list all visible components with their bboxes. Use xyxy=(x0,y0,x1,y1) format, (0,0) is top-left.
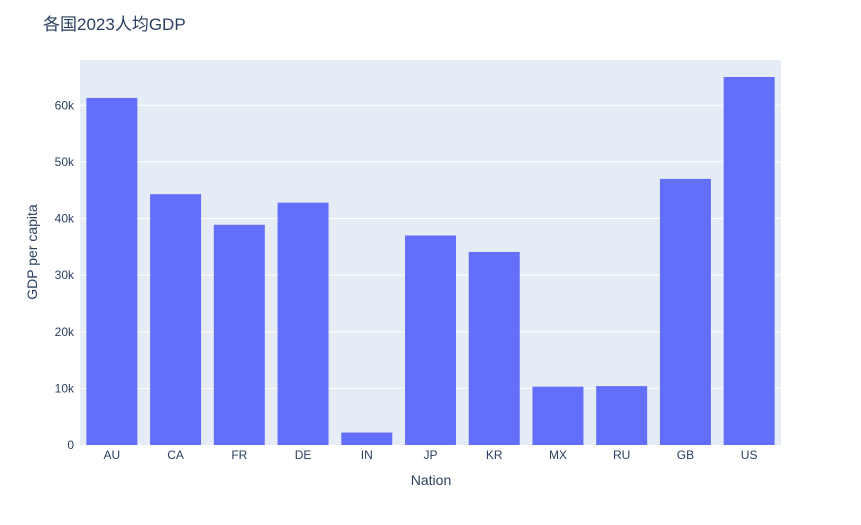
y-axis-title: GDP per capita xyxy=(24,204,40,300)
bars xyxy=(86,76,775,445)
y-tick-label: 10k xyxy=(55,381,75,395)
y-tick-label: 60k xyxy=(55,98,75,112)
bar-ru[interactable] xyxy=(596,386,648,445)
x-tick-label: CA xyxy=(167,448,184,462)
bar-in[interactable] xyxy=(341,432,393,445)
x-axis-ticks: AU CA FR DE IN JP KR MX RU GB US xyxy=(104,448,758,462)
bar-fr[interactable] xyxy=(213,224,265,445)
bar-kr[interactable] xyxy=(468,251,520,445)
bar-jp[interactable] xyxy=(405,235,456,445)
x-tick-label: KR xyxy=(486,448,503,462)
y-tick-label: 30k xyxy=(55,268,75,282)
bar-mx[interactable] xyxy=(532,386,584,445)
chart-title: 各国2023人均GDP xyxy=(43,15,186,34)
bar-de[interactable] xyxy=(277,202,329,445)
x-tick-label: JP xyxy=(423,448,437,462)
bar-ca[interactable] xyxy=(150,194,202,445)
bar-au[interactable] xyxy=(86,97,138,445)
x-tick-label: IN xyxy=(361,448,373,462)
x-axis-title: Nation xyxy=(411,472,451,488)
bar-gb[interactable] xyxy=(659,178,711,445)
x-tick-label: FR xyxy=(231,448,247,462)
bar-us[interactable] xyxy=(723,76,775,445)
y-axis-ticks: 0 10k 20k 30k 40k 50k 60k xyxy=(55,98,75,452)
y-tick-label: 40k xyxy=(55,212,75,226)
x-tick-label: DE xyxy=(295,448,312,462)
y-tick-label: 20k xyxy=(55,325,75,339)
x-tick-label: AU xyxy=(104,448,121,462)
y-tick-label: 50k xyxy=(55,155,75,169)
x-tick-label: GB xyxy=(677,448,694,462)
y-tick-label: 0 xyxy=(67,438,74,452)
x-tick-label: RU xyxy=(613,448,630,462)
x-tick-label: US xyxy=(741,448,758,462)
x-tick-label: MX xyxy=(549,448,567,462)
